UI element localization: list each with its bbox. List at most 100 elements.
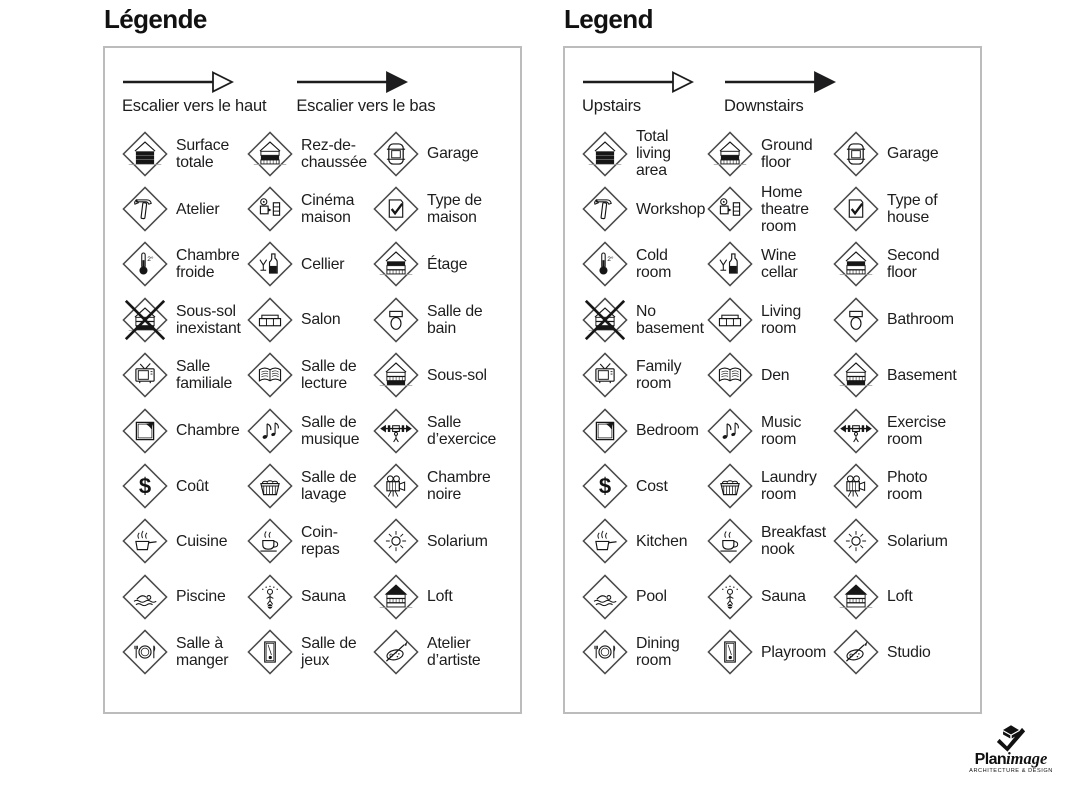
legend-item-type-of-house: Type de maison: [373, 186, 520, 232]
pool-icon: [122, 574, 168, 620]
cold-room-icon: 2°: [582, 241, 628, 288]
legend-item-label: Solarium: [427, 532, 488, 550]
playroom-icon: [707, 629, 753, 675]
legend-item-label: Salon: [301, 311, 341, 329]
planimage-logo: Planimage ARCHITECTURE & DESIGN: [959, 723, 1063, 775]
svg-text:$: $: [139, 474, 151, 499]
legend-item-laundry-room: Salle de lavage: [247, 463, 373, 509]
legend-item-label: Rez-de- chaussée: [301, 136, 368, 171]
legend-item-playroom: Playroom: [707, 629, 833, 675]
family-room-icon: [582, 352, 628, 398]
legend-item-label: Sous-sol inexistant: [176, 302, 241, 337]
legend-item-family-room: Salle familiale: [122, 352, 247, 398]
legend-item-label: Dining room: [636, 635, 680, 670]
legend-item-label: Wine cellar: [761, 247, 798, 282]
workshop-icon: [122, 186, 168, 232]
panel-title-french: Légende: [104, 4, 207, 34]
legend-item-label: Surface totale: [176, 136, 230, 171]
legend-item-label: Bedroom: [636, 422, 699, 440]
legend-item-no-basement: No basement: [582, 297, 707, 343]
legend-item-living-room: Salon: [247, 297, 373, 343]
legend-item-photo-room: Photo room: [833, 463, 980, 509]
legend-item-label: Pool: [636, 588, 667, 606]
legend-item-living-room: Living room: [707, 297, 833, 343]
legend-item-type-of-house: Type of house: [833, 186, 980, 232]
second-floor-icon: [833, 241, 879, 288]
legend-item-label: Second floor: [887, 247, 940, 282]
icon-grid: Surface totale Rez-de- chaussée Garage At…: [122, 126, 520, 680]
legend-item-exercise-room: Salle d’exercice: [373, 407, 520, 454]
type-of-house-icon: [833, 186, 879, 232]
legend-item-label: Loft: [427, 588, 453, 606]
legend-item-basement: Sous-sol: [373, 352, 520, 398]
music-room-icon: [247, 407, 293, 454]
legend-item-laundry-room: Laundry room: [707, 463, 833, 509]
laundry-room-icon: [247, 463, 293, 509]
solarium-icon: [833, 518, 879, 565]
arrow-upstairs: Upstairs: [582, 70, 694, 116]
panel-legend: Legend Upstairs Downstairs Total living a…: [563, 4, 982, 714]
legend-item-exercise-room: Exercise room: [833, 407, 980, 454]
legend-item-label: Type of house: [887, 192, 938, 227]
legend-item-bathroom: Salle de bain: [373, 297, 520, 343]
legend-item-label: Cold room: [636, 247, 672, 282]
arrow-upstairs-icon: [122, 70, 266, 94]
legend-item-studio: Atelier d’artiste: [373, 629, 520, 675]
legend-item-label: Atelier d’artiste: [427, 635, 481, 670]
legend-item-ground-floor: Ground floor: [707, 131, 833, 177]
legend-item-sauna: Sauna: [247, 574, 373, 620]
kitchen-icon: [122, 518, 168, 565]
arrow-downstairs-icon: [724, 70, 836, 94]
exercise-room-icon: [373, 407, 419, 454]
kitchen-icon: [582, 518, 628, 565]
ground-floor-icon: [707, 131, 753, 177]
legend-item-label: Piscine: [176, 588, 226, 606]
legend-item-cost: $ Cost: [582, 463, 707, 509]
legend-item-breakfast-nook: Coin- repas: [247, 518, 373, 565]
legend-item-label: Kitchen: [636, 532, 688, 550]
legend-item-workshop: Workshop: [582, 186, 707, 232]
legend-item-label: Home theatre room: [761, 183, 809, 235]
legend-item-ground-floor: Rez-de- chaussée: [247, 131, 373, 177]
legend-item-solarium: Solarium: [373, 518, 520, 565]
legend-item-label: Basement: [887, 366, 957, 384]
cold-room-icon: 2°: [122, 241, 168, 288]
legend-item-breakfast-nook: Breakfast nook: [707, 518, 833, 565]
legend-item-second-floor: Étage: [373, 241, 520, 288]
legend-item-bathroom: Bathroom: [833, 297, 980, 343]
legend-item-label: Exercise room: [887, 413, 946, 448]
svg-text:2°: 2°: [147, 256, 154, 264]
legend-item-label: Ground floor: [761, 136, 813, 171]
legend-item-label: Atelier: [176, 200, 220, 218]
legend-item-studio: Studio: [833, 629, 980, 675]
legend-item-label: Chambre: [176, 422, 240, 440]
arrow-upstairs-icon: [582, 70, 694, 94]
panel-legend-box: Upstairs Downstairs Total living area Grou…: [563, 46, 982, 714]
home-theatre-icon: [247, 186, 293, 232]
legend-item-no-basement: Sous-sol inexistant: [122, 297, 247, 343]
arrow-row: Escalier vers le haut Escalier vers le ba…: [122, 70, 520, 116]
logo-plan-text: Plan: [974, 750, 1007, 768]
legend-item-cold-room: 2° Chambre froide: [122, 241, 247, 288]
legend-item-second-floor: Second floor: [833, 241, 980, 288]
playroom-icon: [247, 629, 293, 675]
legend-item-label: Type de maison: [427, 192, 482, 227]
wine-cellar-icon: [707, 241, 753, 288]
total-living-area-icon: [122, 131, 168, 177]
legend-item-total-living-area: Total living area: [582, 128, 707, 179]
legend-item-dining-room: Salle à manger: [122, 629, 247, 675]
legend-item-label: Salle de lecture: [301, 358, 357, 393]
solarium-icon: [373, 518, 419, 565]
legend-item-label: Coin- repas: [301, 524, 340, 559]
legend-item-label: Sauna: [761, 588, 806, 606]
legend-item-label: No basement: [636, 302, 704, 337]
legend-item-label: Photo room: [887, 468, 928, 504]
panel-legende-box: Escalier vers le haut Escalier vers le ba…: [103, 46, 522, 714]
logo-image-text: image: [1006, 748, 1048, 768]
legend-item-label: Den: [761, 366, 790, 384]
arrow-upstairs: Escalier vers le haut: [122, 70, 267, 116]
legend-item-loft: Loft: [373, 574, 520, 620]
studio-icon: [373, 629, 419, 675]
basement-icon: [833, 352, 879, 398]
